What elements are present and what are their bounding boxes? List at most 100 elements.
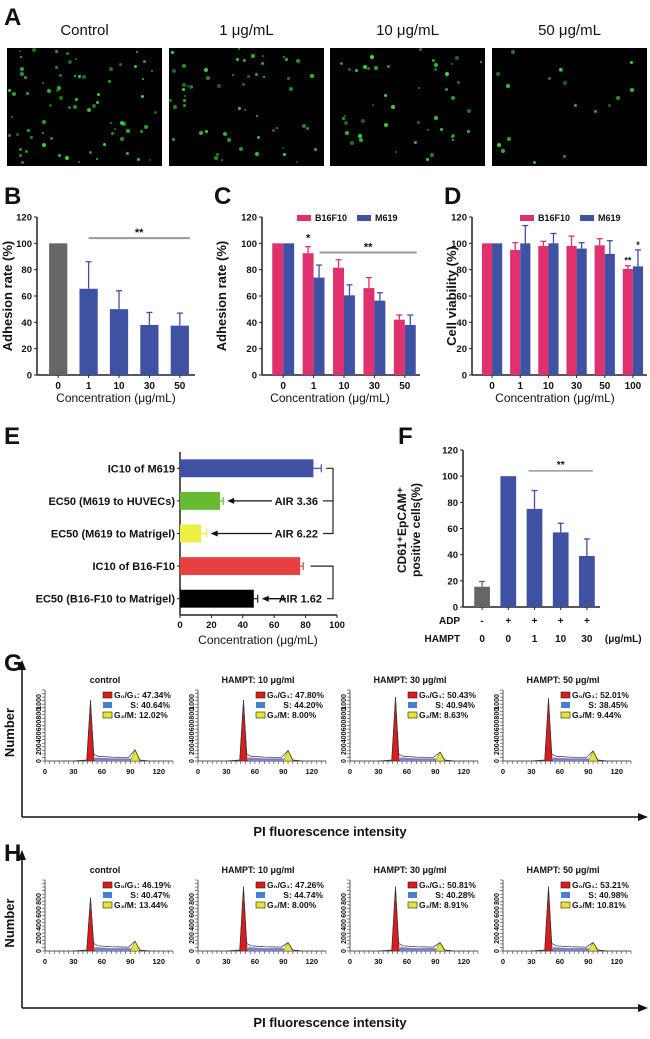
bar <box>526 508 543 607</box>
cell-dot <box>430 152 435 157</box>
cell-dot <box>255 115 258 118</box>
cell-dot <box>214 156 219 161</box>
cell-dot <box>171 68 176 73</box>
cell-dot <box>75 98 79 102</box>
cell-dot <box>58 95 63 100</box>
y-axis-label: Number <box>2 898 17 947</box>
flow-y-tick-label: 800 <box>341 893 348 905</box>
row-value: - <box>480 616 483 627</box>
y-tick-label: 40 <box>447 550 458 561</box>
legend-swatch-s <box>256 702 265 708</box>
cell-dot <box>78 74 82 78</box>
legend-s: S: 40.47% <box>130 890 170 900</box>
x-axis-label: PI fluorescence intensity <box>253 1015 407 1030</box>
air-arrow-head <box>261 595 269 602</box>
flow-x-tick-label: 60 <box>251 767 259 776</box>
cell-dot <box>75 58 77 61</box>
y-tick-label: 0 <box>453 603 458 614</box>
flow-x-tick-label: 30 <box>69 767 77 776</box>
g2m-peak <box>129 749 141 762</box>
s-phase-area <box>247 947 286 951</box>
significance-star: ** <box>624 256 632 266</box>
cell-dot <box>510 49 515 54</box>
legend-swatch-s <box>408 702 417 708</box>
cell-dot <box>238 48 241 51</box>
cell-dot <box>77 160 80 163</box>
panel-label-f: F <box>398 423 413 450</box>
cell-dot <box>369 54 374 59</box>
flow-y-tick-label: 600 <box>494 720 501 732</box>
legend-swatch-g2m <box>102 711 113 719</box>
legend-s: S: 44.20% <box>283 700 323 710</box>
cell-dot <box>238 106 242 110</box>
flow-y-tick-label: 200 <box>189 743 196 755</box>
flow-y-tick-label: 0 <box>189 949 196 953</box>
legend-g0g1: G₀/G₁: 50.81% <box>419 880 476 890</box>
flow-plot-title: control <box>90 675 121 685</box>
cell-dot <box>283 55 286 58</box>
histogram-envelope <box>73 897 150 952</box>
flow-y-tick-label: 0 <box>341 759 348 763</box>
bar <box>363 288 375 375</box>
legend-swatch-s <box>561 892 570 898</box>
flow-plot-title: HAMPT: 10 μg/ml <box>221 675 294 685</box>
flow-x-tick-label: 60 <box>556 767 564 776</box>
y-tick-label: 120 <box>451 213 467 224</box>
flow-y-tick-label: 400 <box>494 919 501 931</box>
cell-dot <box>16 132 20 136</box>
category-label: EC50 (M619 to Matrigel) <box>51 529 175 541</box>
y-tick-label: 100 <box>442 472 458 483</box>
cell-dot <box>216 153 220 157</box>
flow-x-tick-label: 0 <box>501 957 505 966</box>
flow-y-tick-label: 200 <box>341 743 348 755</box>
cell-dot <box>19 153 23 157</box>
row-label: HAMPT <box>425 634 461 645</box>
flow-plot-title: HAMPT: 30 μg/ml <box>373 865 446 875</box>
cell-dot <box>26 128 30 132</box>
x-axis-label: Concentration (μg/mL) <box>56 391 176 405</box>
cell-dot <box>501 148 506 153</box>
legend-g2m: G₂/M: 8.91% <box>419 900 469 910</box>
cell-dot <box>226 138 231 143</box>
bar <box>140 324 159 375</box>
legend-g2m: G₂/M: 13.44% <box>114 900 168 910</box>
x-tick-label: 60 <box>269 620 280 631</box>
fluorescence-micrograph <box>169 48 324 166</box>
legend-label: M619 <box>598 213 621 223</box>
cell-dot <box>506 136 511 141</box>
significance-star: * <box>636 240 640 250</box>
bar <box>313 277 325 375</box>
legend-swatch-s <box>103 702 112 708</box>
y-tick-label: 80 <box>447 498 458 509</box>
bar <box>180 459 314 478</box>
flow-y-tick-label: 800 <box>494 893 501 905</box>
cell-dot <box>126 128 131 133</box>
legend-s: S: 40.64% <box>130 700 170 710</box>
bar <box>576 248 587 375</box>
flow-y-tick-label: 0 <box>36 759 43 763</box>
legend-swatch-g2m <box>407 901 418 909</box>
x-tick-label: 10 <box>338 381 350 392</box>
y-tick-label: 20 <box>246 344 257 355</box>
cell-dot <box>232 73 235 76</box>
x-axis-arrowhead <box>638 813 648 821</box>
flow-y-tick-label: 200 <box>341 932 348 944</box>
flow-y-tick-label: 200 <box>494 932 501 944</box>
cell-dot <box>110 132 114 136</box>
cell-dot <box>142 78 145 81</box>
g2m-peak <box>434 942 446 952</box>
bar <box>594 245 605 375</box>
y-axis-label: Number <box>2 708 17 757</box>
cell-dot <box>383 123 388 128</box>
cell-dot <box>82 74 87 79</box>
flow-plot-title: HAMPT: 50 μg/ml <box>526 675 599 685</box>
flow-x-tick-label: 30 <box>69 957 77 966</box>
row-label: ADP <box>439 616 460 627</box>
cell-dot <box>261 61 265 65</box>
cell-dot <box>182 64 187 69</box>
y-tick-label: 120 <box>241 213 257 224</box>
panel-label-e: E <box>4 423 21 450</box>
x-tick-label: 20 <box>206 620 217 631</box>
cell-dot <box>250 53 255 58</box>
legend-s: S: 40.98% <box>588 890 628 900</box>
